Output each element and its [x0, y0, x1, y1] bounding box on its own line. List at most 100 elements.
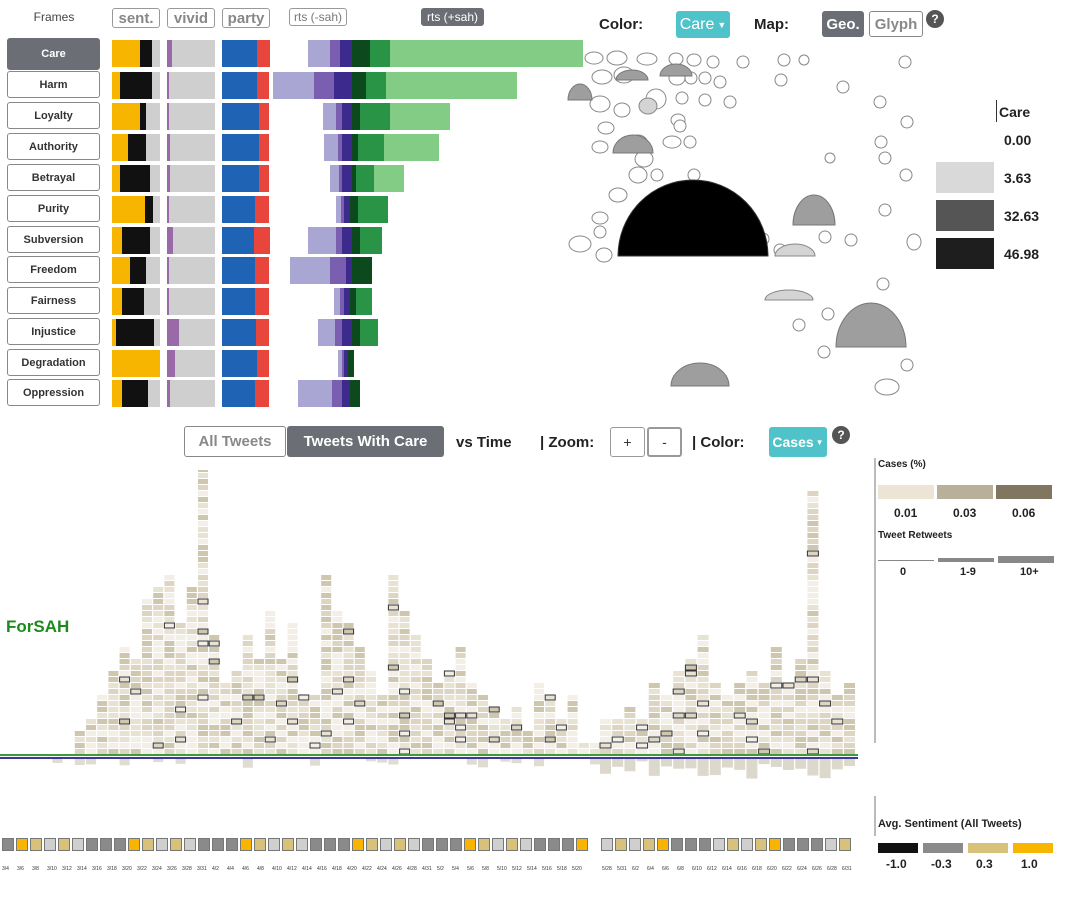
sentiment-day-cell[interactable]	[2, 838, 14, 851]
sentiment-day-cell[interactable]	[394, 838, 406, 851]
frame-button-fairness[interactable]: Fairness	[7, 287, 100, 314]
rts-minus-sah-header[interactable]: rts (-sah)	[289, 8, 347, 26]
sentiment-day-cell[interactable]	[16, 838, 28, 851]
sentiment-day-cell[interactable]	[366, 838, 378, 851]
sent-column-header[interactable]: sent.	[112, 8, 160, 28]
sentiment-day-cell[interactable]	[30, 838, 42, 851]
tweets-with-care-button[interactable]: Tweets With Care	[287, 426, 444, 457]
frame-button-injustice[interactable]: Injustice	[7, 318, 100, 345]
frame-button-oppression[interactable]: Oppression	[7, 379, 100, 406]
frame-button-degradation[interactable]: Degradation	[7, 349, 100, 376]
sentiment-day-cell[interactable]	[615, 838, 627, 851]
party-column-header[interactable]: party	[222, 8, 270, 28]
tweet-cell	[807, 521, 819, 526]
sentiment-day-cell[interactable]	[464, 838, 476, 851]
tweet-cell	[388, 581, 399, 586]
frame-button-purity[interactable]: Purity	[7, 195, 100, 222]
all-tweets-button[interactable]: All Tweets	[184, 426, 286, 457]
sentiment-day-cell[interactable]	[282, 838, 294, 851]
sentiment-day-cell[interactable]	[310, 838, 322, 851]
sentiment-day-cell[interactable]	[643, 838, 655, 851]
frame-button-betrayal[interactable]: Betrayal	[7, 164, 100, 191]
glyph-button[interactable]: Glyph	[869, 11, 923, 37]
sentiment-day-cell[interactable]	[436, 838, 448, 851]
sentiment-day-cell[interactable]	[755, 838, 767, 851]
sentiment-day-cell[interactable]	[671, 838, 683, 851]
timeline-help-icon[interactable]: ?	[832, 426, 850, 444]
sentiment-day-cell[interactable]	[408, 838, 420, 851]
sentiment-day-cell[interactable]	[422, 838, 434, 851]
frame-button-harm[interactable]: Harm	[7, 71, 100, 98]
sentiment-day-cell[interactable]	[86, 838, 98, 851]
sentiment-day-cell[interactable]	[811, 838, 823, 851]
zoom-in-button[interactable]: +	[610, 427, 645, 457]
sentiment-day-cell[interactable]	[825, 838, 837, 851]
sentiment-day-cell[interactable]	[629, 838, 641, 851]
vivid-column-header[interactable]: vivid	[167, 8, 215, 28]
sentiment-day-cell[interactable]	[352, 838, 364, 851]
sentiment-day-cell[interactable]	[226, 838, 238, 851]
sentiment-day-cell[interactable]	[741, 838, 753, 851]
zoom-out-button[interactable]: -	[647, 427, 682, 457]
sentiment-day-cell[interactable]	[699, 838, 711, 851]
sentiment-day-cell[interactable]	[114, 838, 126, 851]
map-help-icon[interactable]: ?	[926, 10, 944, 28]
frame-button-authority[interactable]: Authority	[7, 133, 100, 160]
sentiment-day-cell[interactable]	[100, 838, 112, 851]
sentiment-day-cell[interactable]	[268, 838, 280, 851]
sentiment-day-cell[interactable]	[783, 838, 795, 851]
sentiment-day-cell[interactable]	[520, 838, 532, 851]
sentiment-day-cell[interactable]	[657, 838, 669, 851]
sentiment-day-cell[interactable]	[170, 838, 182, 851]
sentiment-day-cell[interactable]	[601, 838, 613, 851]
timeline-color-dropdown[interactable]: Cases ▼	[769, 427, 827, 457]
sentiment-day-cell[interactable]	[548, 838, 560, 851]
sentiment-day-cell[interactable]	[506, 838, 518, 851]
sentiment-day-cell[interactable]	[727, 838, 739, 851]
geo-button[interactable]: Geo.	[822, 11, 864, 37]
frame-button-subversion[interactable]: Subversion	[7, 226, 100, 253]
sentiment-day-cell[interactable]	[380, 838, 392, 851]
sentiment-day-cell[interactable]	[492, 838, 504, 851]
sentiment-day-cell[interactable]	[156, 838, 168, 851]
sentiment-day-cell[interactable]	[324, 838, 336, 851]
sentiment-day-cell[interactable]	[338, 838, 350, 851]
sentiment-day-cell[interactable]	[212, 838, 224, 851]
sentiment-day-cell[interactable]	[534, 838, 546, 851]
tweet-cell	[783, 749, 794, 754]
tweet-cell	[164, 599, 175, 604]
sentiment-day-cell[interactable]	[184, 838, 196, 851]
frame-button-freedom[interactable]: Freedom	[7, 256, 100, 283]
tweet-cell	[186, 749, 197, 754]
sentiment-day-cell[interactable]	[254, 838, 266, 851]
sentiment-day-cell[interactable]	[142, 838, 154, 851]
sentiment-day-cell[interactable]	[839, 838, 851, 851]
frame-button-loyalty[interactable]: Loyalty	[7, 102, 100, 129]
sentiment-day-cell[interactable]	[240, 838, 252, 851]
tweet-cell	[164, 737, 175, 742]
tweet-cell	[648, 725, 660, 730]
tweet-cell	[97, 707, 108, 712]
sentiment-day-cell[interactable]	[685, 838, 697, 851]
sentiment-day-cell[interactable]	[797, 838, 809, 851]
rts-plus-sah-header[interactable]: rts (+sah)	[421, 8, 484, 26]
sentiment-day-cell[interactable]	[478, 838, 490, 851]
tweet-cell	[119, 725, 130, 730]
tweet-cell-highlight	[399, 688, 411, 695]
tweet-cell	[186, 737, 197, 742]
sentiment-day-cell[interactable]	[450, 838, 462, 851]
sentiment-day-cell[interactable]	[713, 838, 725, 851]
sentiment-day-cell[interactable]	[128, 838, 140, 851]
sentiment-day-cell[interactable]	[72, 838, 84, 851]
sentiment-day-cell[interactable]	[562, 838, 574, 851]
map-glyphs[interactable]	[560, 42, 930, 402]
sentiment-day-cell[interactable]	[296, 838, 308, 851]
frame-button-care[interactable]: Care	[7, 38, 100, 70]
sentiment-day-cell[interactable]	[44, 838, 56, 851]
sentiment-day-cell[interactable]	[576, 838, 588, 851]
sentiment-day-cell[interactable]	[58, 838, 70, 851]
map-color-dropdown[interactable]: Care ▼	[676, 11, 730, 38]
timeline-chart[interactable]	[0, 470, 870, 780]
sentiment-day-cell[interactable]	[198, 838, 210, 851]
sentiment-day-cell[interactable]	[769, 838, 781, 851]
